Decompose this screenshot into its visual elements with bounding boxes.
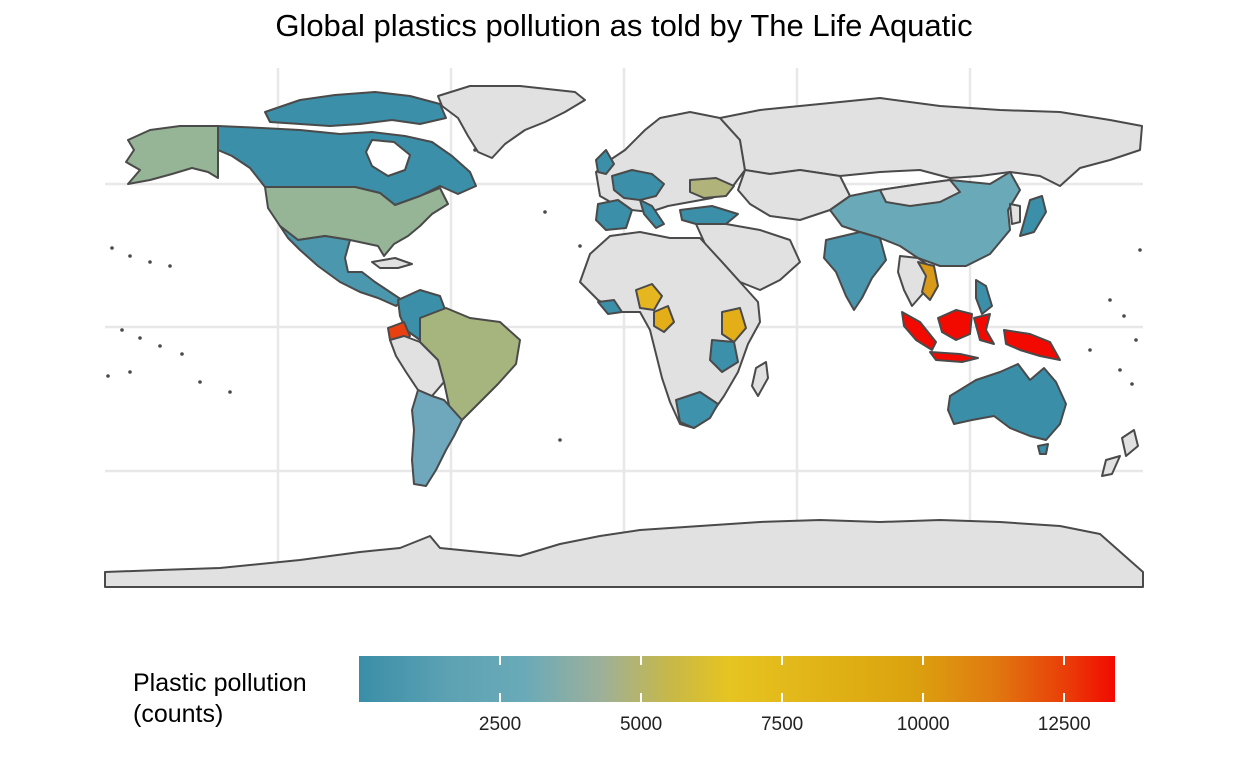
legend-tick-mark <box>640 693 643 702</box>
legend-tick-label: 10000 <box>896 714 950 735</box>
region-antarctica <box>104 519 1144 588</box>
legend-tick-mark <box>922 693 925 702</box>
region-brazil <box>419 307 521 421</box>
legend-tick-mark <box>1063 693 1066 702</box>
region-italy <box>639 199 665 229</box>
region-kenya <box>721 307 747 343</box>
legend-title: Plastic pollution (counts) <box>133 668 307 730</box>
region-turkey <box>679 205 739 225</box>
region-south-africa <box>675 391 719 429</box>
region-greenland <box>437 85 586 159</box>
region-india <box>823 231 887 311</box>
region-australia <box>947 363 1067 441</box>
legend-tick-label: 7500 <box>760 714 804 735</box>
region-iberia <box>595 199 633 231</box>
region-new-guinea <box>1003 329 1061 361</box>
region-tasmania <box>1037 443 1049 455</box>
region-west-africa <box>597 299 623 315</box>
legend-title-line2: (counts) <box>133 700 224 728</box>
region-new-zealand-south <box>1101 455 1121 477</box>
map-title: Global plastics pollution as told by The… <box>275 8 973 43</box>
region-hudson-bay <box>365 139 411 177</box>
region-argentina <box>411 389 463 487</box>
legend-tick-mark <box>922 656 925 665</box>
legend-tick-mark <box>499 693 502 702</box>
legend-tick-label: 12500 <box>1037 714 1091 735</box>
region-united-states <box>264 186 449 257</box>
region-alaska <box>125 125 219 185</box>
legend-tick-mark <box>781 656 784 665</box>
legend-colorbar <box>359 656 1115 702</box>
region-mongolia <box>879 179 961 207</box>
world-map <box>104 68 1144 588</box>
region-korea <box>1009 203 1021 225</box>
region-indonesia-sulawesi <box>973 313 995 345</box>
region-mexico <box>279 225 403 307</box>
region-western-europe <box>611 169 665 201</box>
region-japan <box>1019 195 1047 237</box>
region-new-zealand <box>1121 429 1139 457</box>
region-ukraine <box>689 177 735 199</box>
region-tanzania <box>709 339 739 373</box>
region-philippines <box>975 279 993 315</box>
region-canada <box>217 125 477 206</box>
legend-tick-mark <box>640 656 643 665</box>
region-nigeria <box>635 283 663 311</box>
legend-tick-mark <box>499 656 502 665</box>
legend-title-line1: Plastic pollution <box>133 669 307 697</box>
region-indonesia-borneo <box>937 309 973 341</box>
legend-tick-label: 5000 <box>619 714 663 735</box>
region-vietnam <box>917 261 939 301</box>
region-madagascar <box>751 361 769 397</box>
map-islands <box>106 148 1142 442</box>
region-indonesia-sumatra <box>901 311 937 351</box>
legend-tick-mark <box>781 693 784 702</box>
region-caribbean <box>371 257 413 269</box>
legend-tick-mark <box>1063 656 1066 665</box>
region-andes <box>389 335 445 397</box>
region-canada-islands <box>264 91 447 127</box>
legend-tick-label: 2500 <box>478 714 522 735</box>
region-indonesia-java <box>929 351 979 363</box>
region-uk <box>595 149 615 175</box>
region-cameroon-gabon <box>653 305 675 333</box>
